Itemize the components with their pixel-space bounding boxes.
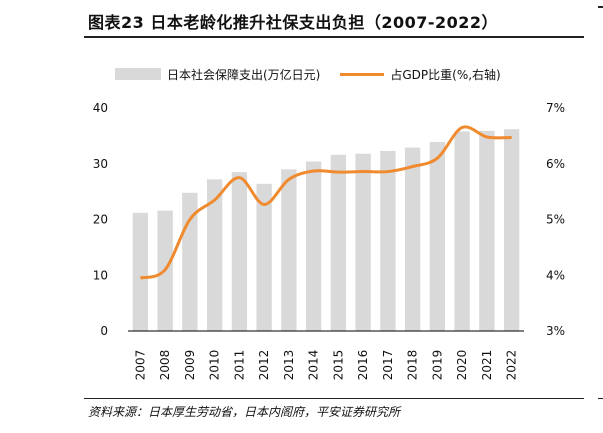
x-tick-label-2022: 2022	[505, 350, 519, 381]
right-y-tick-label: 3%	[546, 324, 565, 338]
bar-2010	[206, 179, 223, 331]
bar-2011	[231, 172, 248, 331]
left-y-tick-label: 10	[93, 268, 108, 282]
legend-line-swatch	[340, 72, 385, 76]
right-y-tick-label: 7%	[546, 101, 565, 115]
x-tick-label-2009: 2009	[183, 350, 197, 381]
x-tick-label-2013: 2013	[282, 350, 296, 381]
bar-2016	[355, 153, 371, 331]
x-tick-label-2007: 2007	[133, 350, 147, 381]
combo-chart: 0 10 20 30 40 3% 4% 5% 6% 7% 2007 2008 2009 2010 2011 2…	[93, 101, 565, 381]
bar-2018	[404, 147, 421, 331]
x-tick-label-2012: 2012	[257, 350, 271, 381]
chart-legend: 日本社会保障支出(万亿日元) 占GDP比重(%,右轴)	[115, 64, 501, 84]
bar-2014	[305, 161, 322, 331]
legend-bar-swatch	[115, 68, 161, 80]
x-tick-label-2017: 2017	[381, 350, 395, 381]
x-tick-label-2008: 2008	[158, 350, 172, 381]
x-tick-label-2020: 2020	[455, 350, 469, 381]
figure-panel: 图表23 日本老龄化推升社保支出负担（2007-2022） 资料来源：日本厚生劳…	[84, 0, 596, 433]
bar-2007	[132, 212, 149, 331]
footer-divider	[84, 398, 584, 399]
bar-2021	[479, 130, 495, 331]
bar-2019	[429, 142, 446, 331]
left-y-tick-label: 20	[93, 213, 108, 227]
x-tick-label-2016: 2016	[356, 350, 370, 381]
bar-2022	[503, 129, 520, 331]
x-tick-label-2021: 2021	[480, 350, 494, 381]
adjacent-figure-rule-bottom	[598, 398, 603, 399]
left-y-tick-label: 0	[100, 324, 108, 338]
gdp-share-line	[139, 125, 512, 280]
x-tick-label-2014: 2014	[307, 350, 321, 381]
figure-title-bar: 图表23 日本老龄化推升社保支出负担（2007-2022）	[84, 6, 584, 38]
x-tick-label-2018: 2018	[406, 350, 420, 381]
x-tick-label-2015: 2015	[331, 350, 345, 381]
x-tick-label-2019: 2019	[430, 350, 444, 381]
left-y-tick-label: 30	[93, 157, 108, 171]
bar-2020	[454, 131, 470, 331]
right-y-tick-label: 6%	[546, 157, 565, 171]
figure-title: 图表23 日本老龄化推升社保支出负担（2007-2022）	[88, 13, 499, 32]
right-y-tick-label: 4%	[546, 268, 565, 282]
bar-2012	[256, 183, 272, 331]
adjacent-figure-rule	[598, 6, 603, 8]
legend-line-label: 占GDP比重(%,右轴)	[390, 67, 501, 82]
right-y-tick-label: 5%	[546, 213, 565, 227]
legend-bar-label: 日本社会保障支出(万亿日元)	[167, 67, 321, 82]
left-y-tick-label: 40	[93, 101, 108, 115]
x-tick-label-2011: 2011	[232, 350, 246, 381]
x-tick-label-2010: 2010	[208, 350, 222, 381]
bar-2017	[380, 150, 396, 331]
bar-2015	[330, 154, 347, 331]
source-note: 资料来源：日本厚生劳动省，日本内阁府，平安证券研究所	[88, 405, 401, 419]
bar-2013	[281, 169, 297, 331]
